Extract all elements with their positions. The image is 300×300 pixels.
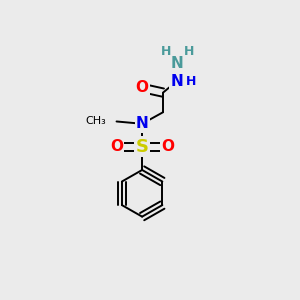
Text: N: N bbox=[171, 56, 183, 71]
Text: O: O bbox=[136, 80, 148, 95]
Text: H: H bbox=[186, 74, 196, 88]
Text: O: O bbox=[161, 140, 174, 154]
Text: O: O bbox=[110, 140, 123, 154]
Text: N: N bbox=[171, 74, 183, 88]
Text: H: H bbox=[161, 44, 172, 58]
Text: CH₃: CH₃ bbox=[85, 116, 106, 126]
Text: H: H bbox=[183, 44, 194, 58]
Text: N: N bbox=[136, 116, 148, 131]
Text: S: S bbox=[136, 138, 148, 156]
